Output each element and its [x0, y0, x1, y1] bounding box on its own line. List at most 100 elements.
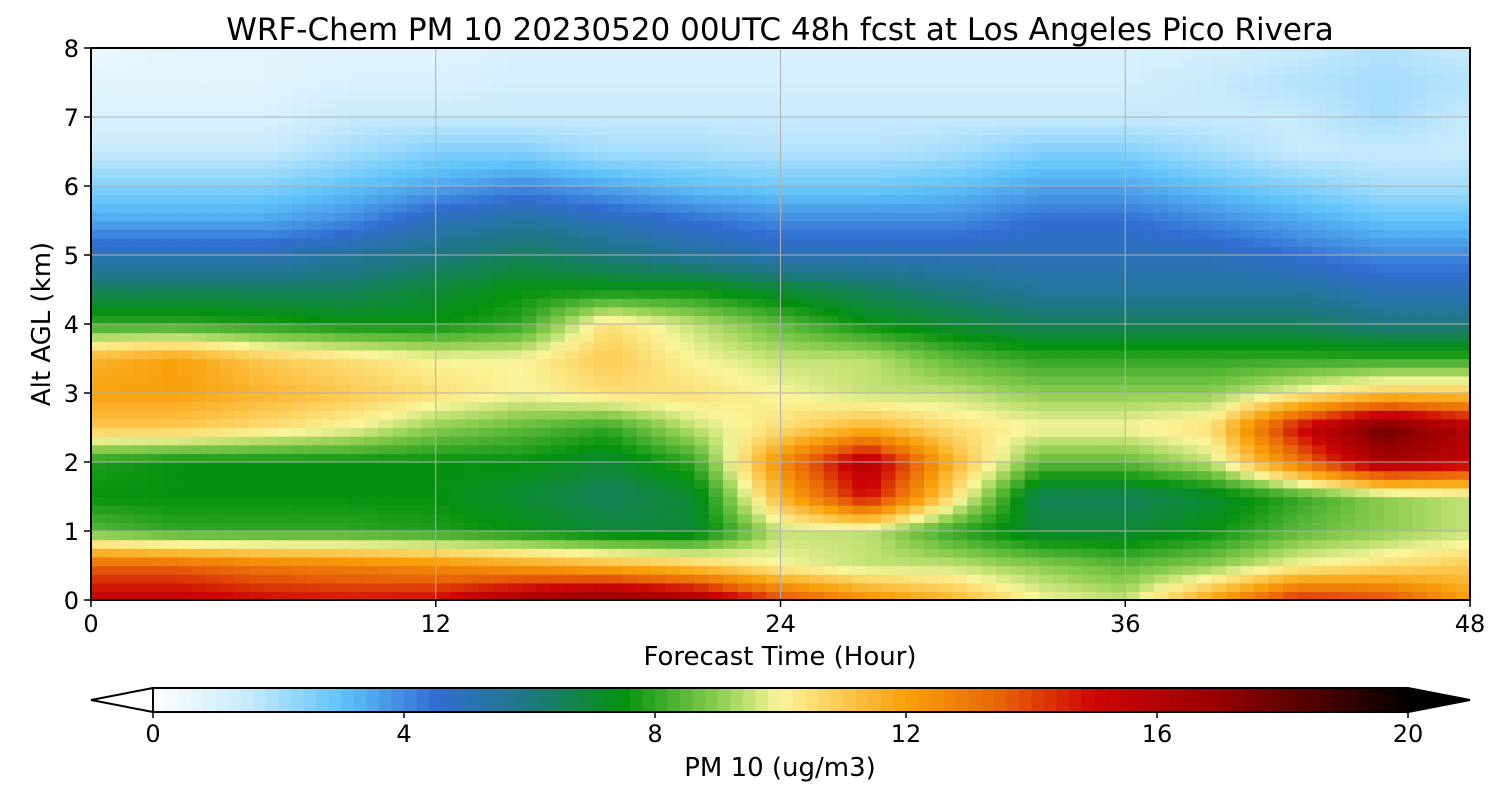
heatmap-cell [450, 177, 466, 187]
heatmap-cell [407, 263, 422, 273]
heatmap-cell [277, 531, 293, 541]
heatmap-cell [550, 444, 566, 454]
heatmap-cell [249, 574, 264, 584]
heatmap-cell [1326, 393, 1342, 403]
heatmap-cell [938, 522, 954, 532]
heatmap-cell [407, 229, 422, 239]
heatmap-cell [608, 539, 624, 549]
heatmap-cell [521, 255, 537, 265]
heatmap-cell [924, 418, 940, 429]
heatmap-cell [1125, 246, 1141, 256]
heatmap-cell [837, 453, 853, 463]
heatmap-cell [651, 496, 667, 506]
heatmap-cell [1340, 539, 1356, 549]
heatmap-cell [780, 556, 796, 567]
heatmap-cell [1010, 203, 1026, 213]
heatmap-cell [550, 539, 566, 549]
heatmap-cell [421, 324, 437, 334]
heatmap-cell [1268, 367, 1284, 377]
heatmap-cell [679, 591, 695, 601]
heatmap-cell [493, 548, 509, 558]
heatmap-cell [1053, 168, 1069, 178]
heatmap-cell [1110, 324, 1126, 334]
heatmap-cell [105, 263, 121, 273]
heatmap-cell [1455, 522, 1471, 532]
heatmap-cell [593, 177, 609, 187]
heatmap-cell [938, 513, 954, 523]
heatmap-cell [1197, 427, 1213, 437]
heatmap-cell [895, 548, 911, 558]
heatmap-cell [794, 358, 810, 368]
heatmap-cell [1010, 539, 1026, 549]
heatmap-cell [608, 393, 624, 403]
heatmap-cell [1326, 462, 1342, 472]
heatmap-cell [636, 298, 652, 308]
heatmap-cell [737, 418, 753, 429]
heatmap-cell [1053, 470, 1069, 480]
heatmap-cell [1383, 444, 1399, 454]
heatmap-cell [780, 410, 796, 420]
heatmap-cell [148, 349, 164, 360]
heatmap-cell [1412, 272, 1428, 282]
heatmap-cell [177, 263, 193, 273]
heatmap-cell [205, 367, 221, 377]
heatmap-cell [134, 151, 150, 161]
heatmap-cell [1283, 151, 1299, 161]
heatmap-cell [249, 229, 264, 239]
heatmap-cell [967, 341, 983, 351]
heatmap-cell [1254, 522, 1270, 532]
heatmap-cell [909, 531, 925, 541]
heatmap-cell [837, 324, 853, 334]
heatmap-cell [1283, 384, 1299, 394]
heatmap-cell [1383, 427, 1399, 437]
heatmap-cell [220, 582, 236, 592]
heatmap-cell [162, 513, 178, 523]
heatmap-cell [1340, 453, 1356, 463]
heatmap-cell [177, 436, 193, 446]
heatmap-cell [1398, 401, 1414, 411]
heatmap-cell [952, 453, 968, 463]
heatmap-cell [320, 194, 336, 204]
heatmap-cell [435, 151, 451, 161]
heatmap-cell [881, 384, 897, 394]
heatmap-cell [1153, 298, 1169, 308]
heatmap-cell [1211, 280, 1227, 291]
heatmap-cell [1010, 479, 1026, 489]
heatmap-cell [1168, 255, 1184, 265]
heatmap-cell [277, 367, 293, 377]
heatmap-cell [981, 220, 997, 230]
heatmap-cell [1441, 539, 1457, 549]
heatmap-cell [895, 393, 911, 403]
heatmap-cell [938, 194, 954, 204]
heatmap-cell [1283, 496, 1299, 506]
heatmap-cell [1211, 522, 1227, 532]
heatmap-cell [392, 315, 408, 325]
heatmap-cell [234, 220, 250, 230]
heatmap-cell [220, 289, 236, 299]
heatmap-cell [694, 358, 710, 368]
heatmap-cell [1340, 574, 1356, 584]
heatmap-cell [622, 496, 638, 506]
heatmap-cell [91, 479, 106, 489]
heatmap-cell [766, 272, 782, 282]
heatmap-cell [349, 203, 365, 213]
heatmap-cell [565, 427, 580, 437]
heatmap-cell [924, 194, 940, 204]
heatmap-cell [450, 255, 466, 265]
heatmap-cell [1024, 151, 1040, 161]
heatmap-cell [306, 393, 322, 403]
heatmap-cell [1311, 470, 1327, 480]
heatmap-cell [866, 427, 882, 437]
heatmap-cell [1311, 548, 1327, 558]
heatmap-cell [435, 194, 451, 204]
heatmap-cell [895, 289, 911, 299]
heatmap-cell [234, 496, 250, 506]
heatmap-cell [924, 255, 940, 265]
heatmap-cell [823, 367, 839, 377]
heatmap-cell [579, 160, 595, 170]
heatmap-cell [493, 591, 509, 601]
heatmap-cell [608, 410, 624, 420]
heatmap-cell [450, 367, 466, 377]
heatmap-cell [1254, 496, 1270, 506]
heatmap-cell [593, 531, 609, 541]
